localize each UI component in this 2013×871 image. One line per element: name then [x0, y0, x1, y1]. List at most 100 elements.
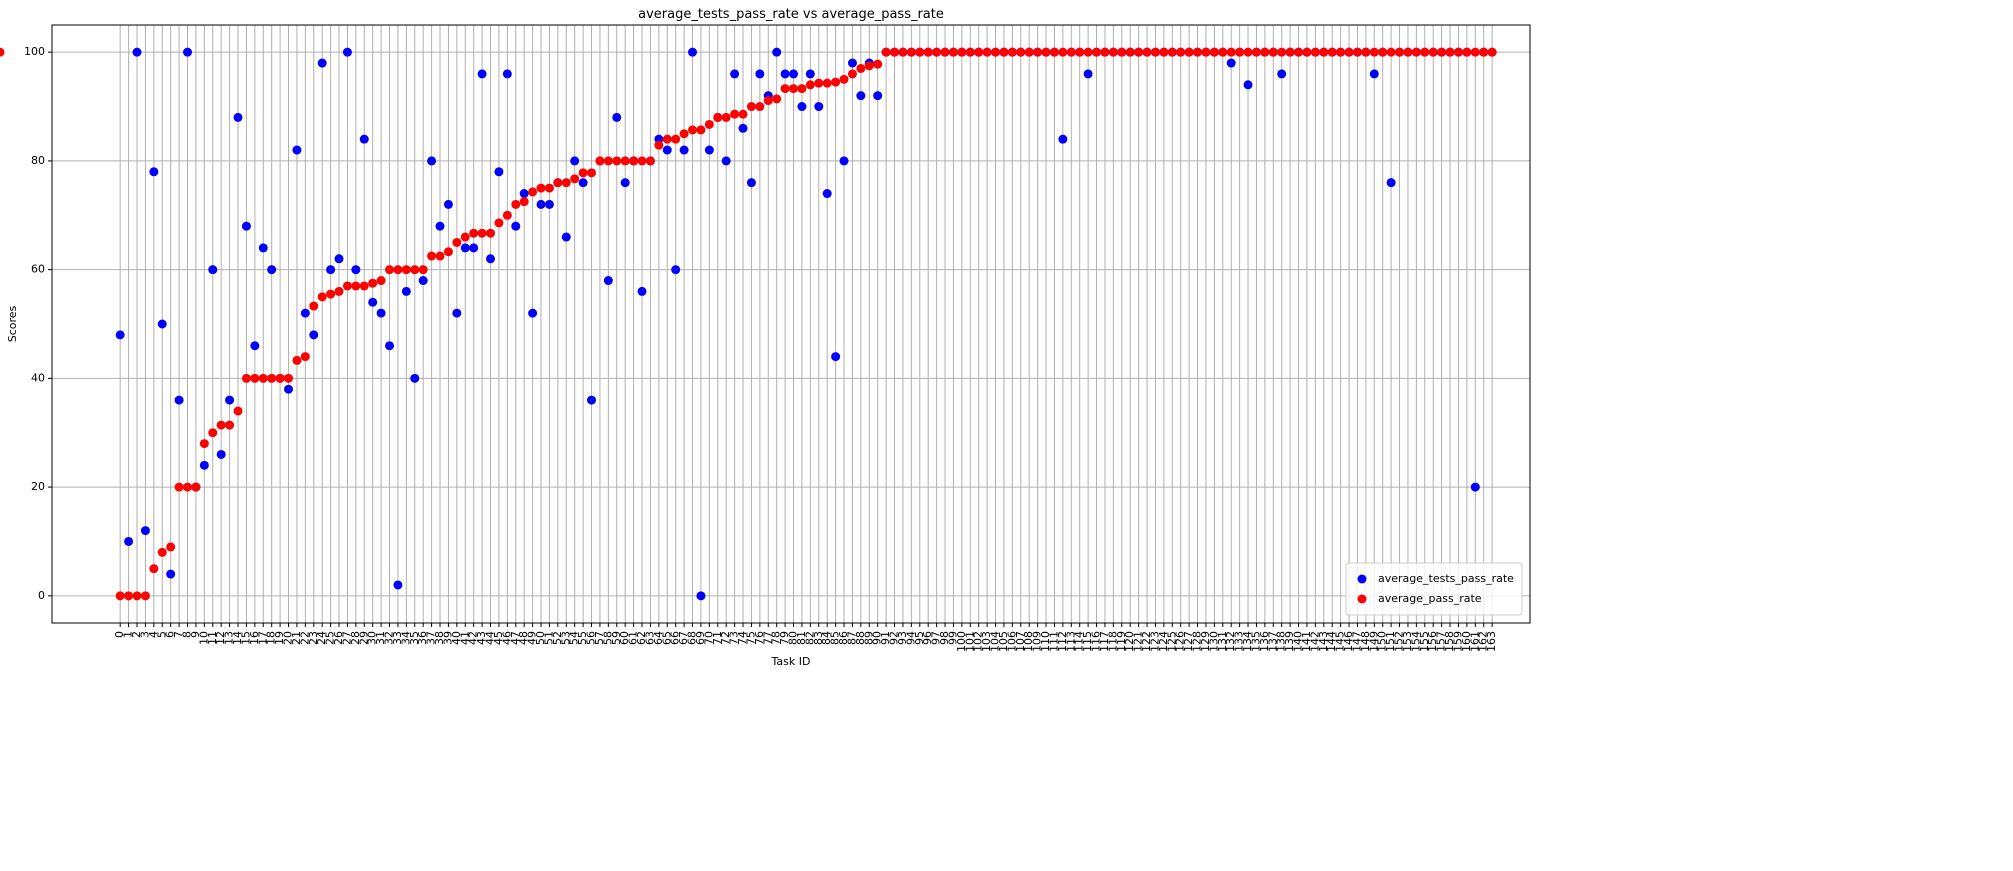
y-axis-label: Scores — [6, 305, 19, 342]
x-tick-label: 37 — [425, 631, 438, 645]
x-tick-label: 13 — [223, 631, 236, 645]
point — [368, 278, 378, 288]
x-tick-label: 74 — [736, 631, 749, 645]
point — [115, 330, 125, 340]
point — [300, 352, 310, 362]
point — [696, 591, 706, 601]
point — [385, 341, 395, 351]
x-tick-label: 52 — [551, 631, 564, 645]
point — [587, 168, 597, 178]
point — [637, 156, 647, 166]
point — [536, 199, 546, 209]
x-tick-label: 139 — [1283, 631, 1296, 652]
x-tick-label: 82 — [803, 631, 816, 645]
x-tick-label: 35 — [408, 631, 421, 645]
point — [174, 482, 184, 492]
point — [1369, 47, 1379, 57]
point — [469, 243, 479, 253]
x-tick-label: 99 — [946, 631, 959, 645]
point — [856, 63, 866, 73]
y-tick-label: 60 — [31, 263, 45, 276]
x-tick-label: 50 — [534, 631, 547, 645]
point — [519, 197, 529, 207]
point — [401, 265, 411, 275]
point — [452, 308, 462, 318]
point — [418, 276, 428, 286]
point — [671, 265, 681, 275]
x-tick-label: 84 — [820, 631, 833, 645]
point — [149, 167, 159, 177]
x-tick-label: 88 — [854, 631, 867, 645]
point — [839, 74, 849, 84]
point — [1049, 47, 1059, 57]
point — [225, 420, 235, 430]
point — [359, 281, 369, 291]
x-tick-label: 143 — [1317, 631, 1330, 652]
point — [1310, 47, 1320, 57]
x-tick-label: 32 — [383, 631, 396, 645]
point — [822, 189, 832, 199]
point — [679, 145, 689, 155]
point — [1142, 47, 1152, 57]
x-tick-label: 14 — [231, 631, 244, 645]
point — [965, 47, 975, 57]
point — [561, 232, 571, 242]
x-tick-label: 62 — [635, 631, 648, 645]
point — [1016, 47, 1026, 57]
point — [772, 94, 782, 104]
point — [561, 178, 571, 188]
point — [435, 221, 445, 231]
point — [519, 189, 529, 199]
point — [258, 373, 268, 383]
point — [721, 112, 731, 122]
x-tick-label: 77 — [761, 631, 774, 645]
x-tick-label: 53 — [559, 631, 572, 645]
point — [376, 276, 386, 286]
point — [1083, 69, 1093, 79]
x-tick-label: 34 — [399, 631, 412, 645]
point — [1100, 47, 1110, 57]
point — [856, 91, 866, 101]
point — [704, 119, 714, 129]
point — [789, 84, 799, 94]
point — [1437, 47, 1447, 57]
x-tick-label: 26 — [332, 631, 345, 645]
x-tick-label: 36 — [416, 631, 429, 645]
point — [157, 319, 167, 329]
x-tick-label: 30 — [366, 631, 379, 645]
x-tick-label: 156 — [1426, 631, 1439, 652]
point — [544, 199, 554, 209]
x-tick-label: 46 — [500, 631, 513, 645]
point — [233, 406, 243, 416]
x-tick-label: 126 — [1174, 631, 1187, 652]
point — [957, 47, 967, 57]
x-tick-label: 97 — [930, 631, 943, 645]
point — [292, 355, 302, 365]
x-tick-label: 104 — [989, 631, 1002, 652]
x-tick-label: 80 — [787, 631, 800, 645]
point — [216, 420, 226, 430]
point — [351, 265, 361, 275]
x-tick-label: 157 — [1435, 631, 1448, 652]
point — [696, 125, 706, 135]
x-tick-label: 38 — [433, 631, 446, 645]
point — [612, 112, 622, 122]
point — [999, 47, 1009, 57]
point — [292, 145, 302, 155]
point — [763, 96, 773, 106]
x-tick-label: 129 — [1199, 631, 1212, 652]
point — [1108, 47, 1118, 57]
x-tick-label: 102 — [972, 631, 985, 652]
x-tick-label: 93 — [896, 631, 909, 645]
point — [940, 47, 950, 57]
x-tick-label: 6 — [164, 631, 177, 638]
x-tick-label: 28 — [349, 631, 362, 645]
x-tick-label: 42 — [467, 631, 480, 645]
x-tick-label: 73 — [728, 631, 741, 645]
x-tick-label: 23 — [307, 631, 320, 645]
point — [1167, 47, 1177, 57]
point — [890, 47, 900, 57]
point — [317, 292, 327, 302]
x-tick-label: 101 — [963, 631, 976, 652]
x-tick-label: 1 — [122, 631, 135, 638]
